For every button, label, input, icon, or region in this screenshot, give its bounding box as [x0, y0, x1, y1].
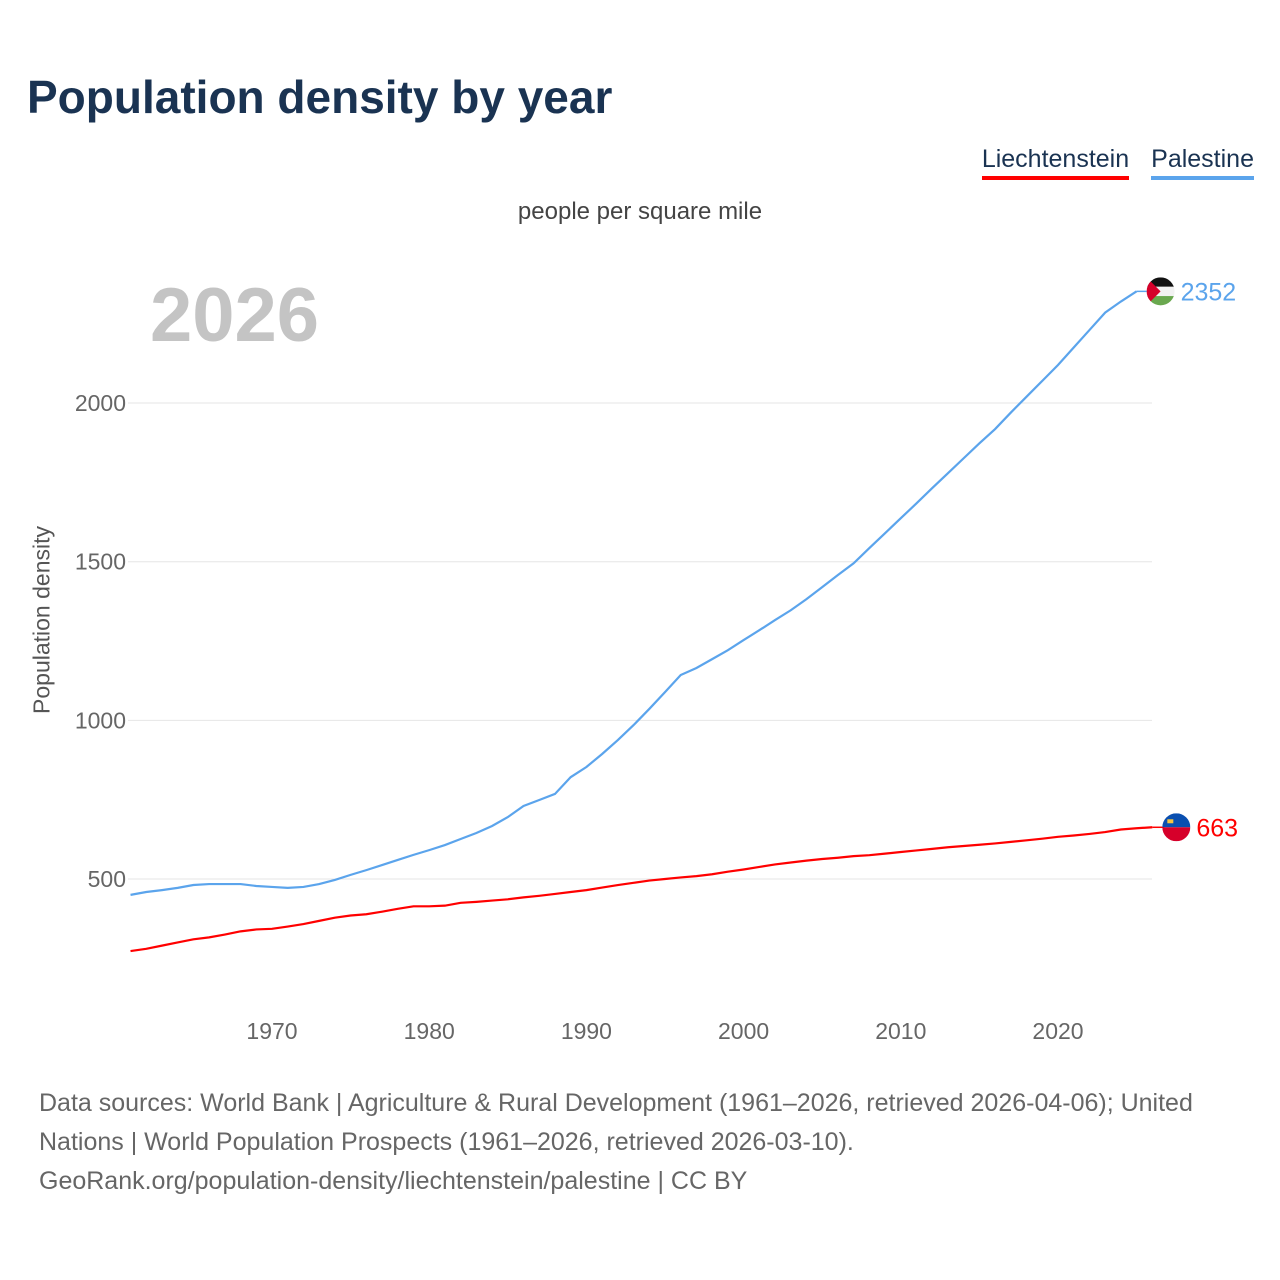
source-link[interactable]: GeoRank.org/population-density/liechtens… — [39, 1167, 748, 1195]
footer: Data sources: World Bank | Agriculture &… — [39, 1084, 1249, 1201]
x-tick-label: 1970 — [246, 1018, 297, 1044]
palestine-flag-icon — [1146, 277, 1175, 306]
x-tick-label: 1980 — [404, 1018, 455, 1044]
legend: Liechtenstein Palestine — [981, 145, 1254, 180]
x-tick-label: 1990 — [561, 1018, 612, 1044]
liechtenstein-flag-icon — [1162, 813, 1191, 842]
series-line-liechtenstein — [130, 826, 1153, 953]
legend-liechtenstein[interactable]: Liechtenstein — [981, 145, 1130, 180]
end-value-label: 663 — [1196, 814, 1238, 842]
legend-palestine[interactable]: Palestine — [1151, 145, 1254, 180]
y-tick-label: 2000 — [75, 390, 126, 416]
chart-title: Population density by year — [27, 71, 613, 123]
unit-label: people per square mile — [517, 198, 763, 225]
y-tick-label: 1000 — [75, 707, 126, 733]
y-tick-label: 500 — [88, 866, 126, 892]
x-tick-label: 2020 — [1032, 1018, 1083, 1044]
x-tick-label: 2000 — [718, 1018, 769, 1044]
x-tick-label: 2010 — [875, 1018, 926, 1044]
y-tick-label: 1500 — [75, 549, 126, 575]
series-line-palestine — [130, 290, 1138, 896]
end-value-label: 2352 — [1181, 278, 1237, 306]
data-sources: Data sources: World Bank | Agriculture &… — [39, 1089, 1193, 1156]
current-year-label: 2026 — [150, 273, 320, 358]
